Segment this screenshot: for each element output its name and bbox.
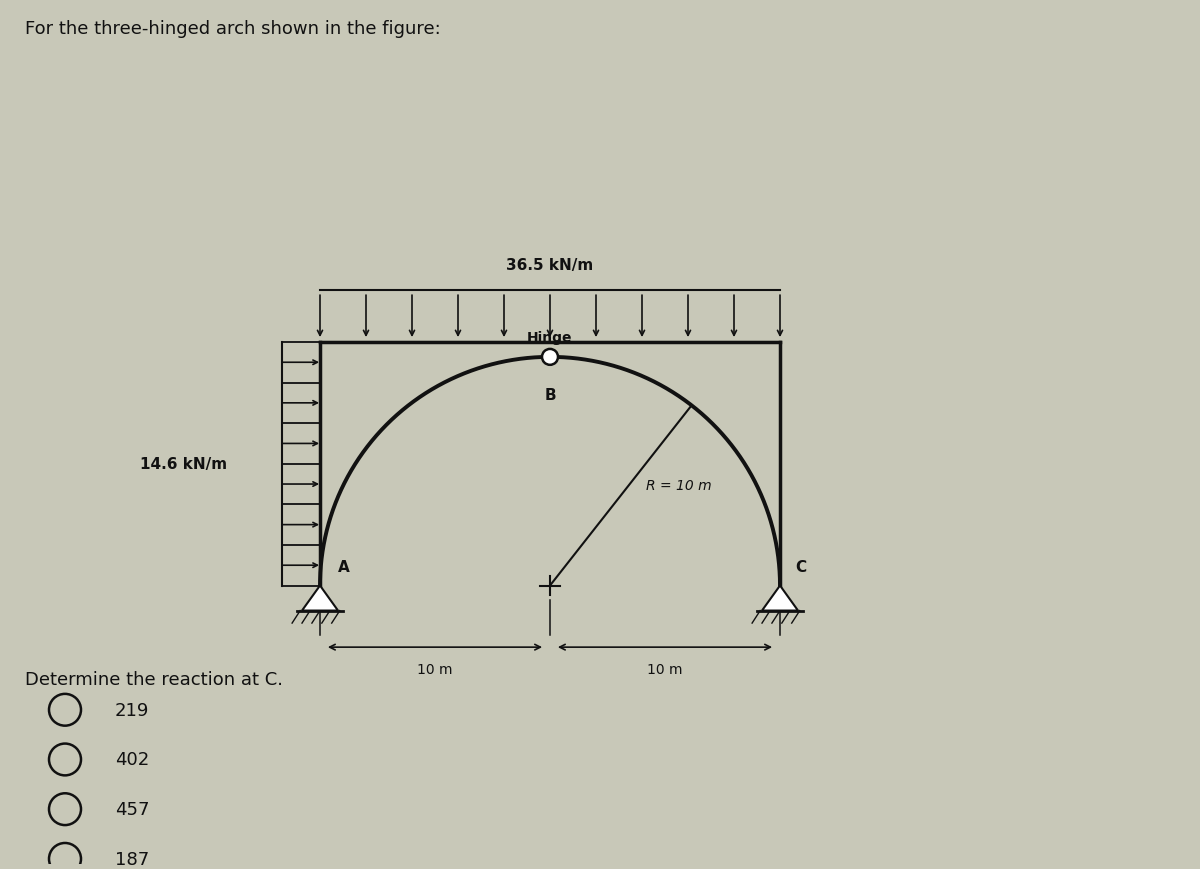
Text: R = 10 m: R = 10 m <box>646 479 712 493</box>
Text: 14.6 kN/m: 14.6 kN/m <box>140 457 227 472</box>
Polygon shape <box>762 586 798 611</box>
Text: 10 m: 10 m <box>418 662 452 676</box>
Text: Determine the reaction at C.: Determine the reaction at C. <box>25 670 283 688</box>
Text: 10 m: 10 m <box>647 662 683 676</box>
Text: 457: 457 <box>115 800 150 819</box>
Circle shape <box>542 349 558 365</box>
Text: Hinge: Hinge <box>527 330 572 344</box>
Text: 402: 402 <box>115 751 149 768</box>
Text: 187: 187 <box>115 850 149 868</box>
Text: 219: 219 <box>115 701 149 719</box>
Text: A: A <box>338 559 349 574</box>
Text: B: B <box>544 388 556 402</box>
Text: C: C <box>796 559 806 574</box>
Polygon shape <box>302 586 338 611</box>
Text: 36.5 kN/m: 36.5 kN/m <box>506 258 594 273</box>
Text: For the three-hinged arch shown in the figure:: For the three-hinged arch shown in the f… <box>25 20 440 38</box>
